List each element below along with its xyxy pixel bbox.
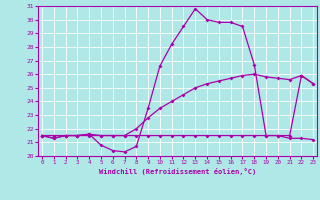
X-axis label: Windchill (Refroidissement éolien,°C): Windchill (Refroidissement éolien,°C) [99,168,256,175]
